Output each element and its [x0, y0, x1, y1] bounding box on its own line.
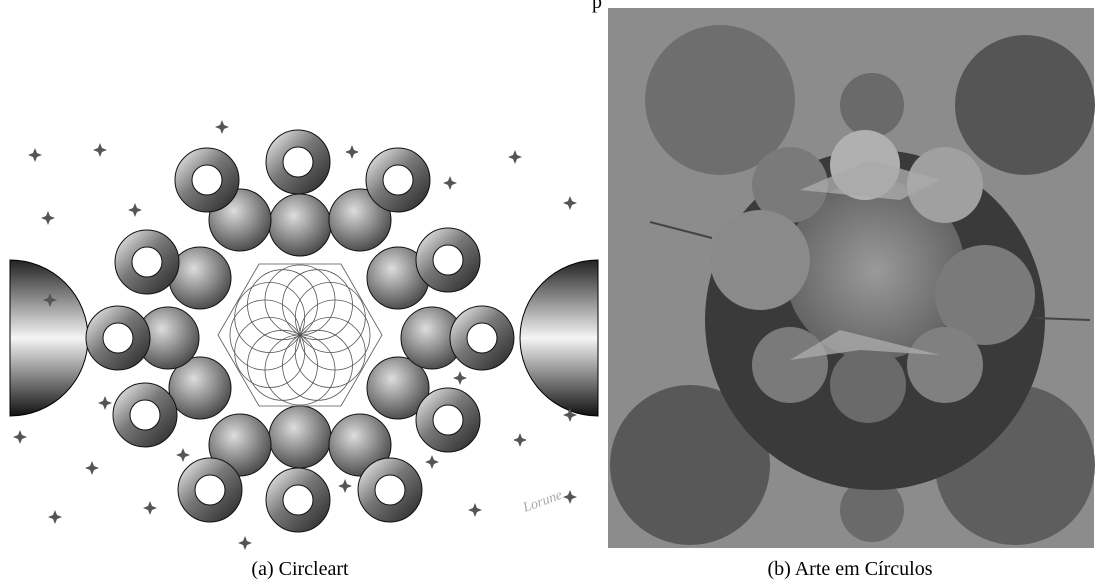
ring-hole — [130, 400, 160, 430]
sphere — [269, 406, 331, 468]
caption: (b) Arte em Círculos — [768, 558, 933, 580]
image-circleart: Lorune — [10, 60, 600, 550]
ring-hole — [192, 165, 222, 195]
circle — [840, 73, 904, 137]
circle — [830, 347, 906, 423]
ring-hole — [433, 245, 463, 275]
caption: (a) Circleart — [251, 558, 349, 580]
sphere — [269, 194, 331, 256]
ring-hole — [383, 165, 413, 195]
page: p Lorune (a) Circleart (b) Arte — [0, 0, 1096, 588]
ring-hole — [195, 475, 225, 505]
ring-hole — [375, 475, 405, 505]
ring-hole — [103, 323, 133, 353]
circle — [710, 210, 810, 310]
ring-hole — [283, 485, 313, 515]
ring-hole — [132, 247, 162, 277]
circle — [907, 327, 983, 403]
ring-hole — [467, 323, 497, 353]
figure: p Lorune (a) Circleart (b) Arte — [0, 0, 1096, 588]
ring-hole — [283, 147, 313, 177]
cut-text: p — [592, 0, 602, 13]
circle — [955, 35, 1095, 175]
circle — [752, 327, 828, 403]
image-arte — [608, 8, 1095, 548]
ring-hole — [433, 405, 463, 435]
